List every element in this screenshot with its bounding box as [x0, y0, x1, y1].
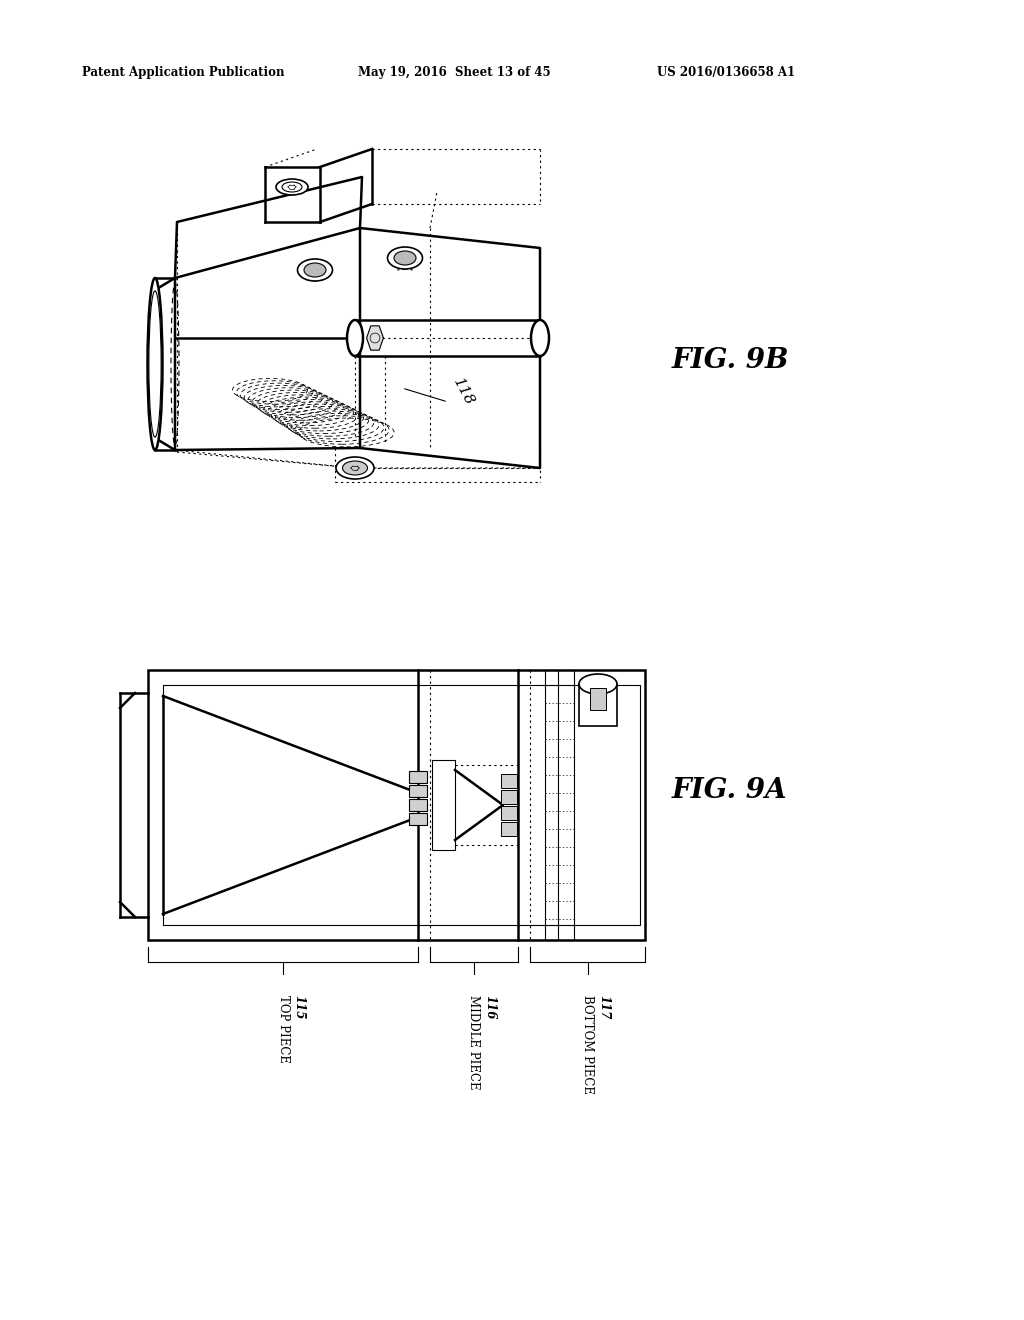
Ellipse shape [387, 247, 423, 269]
Text: US 2016/0136658 A1: US 2016/0136658 A1 [657, 66, 795, 79]
Bar [163, 685, 640, 925]
Polygon shape [367, 326, 383, 350]
Bar [148, 671, 645, 940]
Ellipse shape [531, 319, 549, 356]
Bar [501, 774, 517, 788]
Text: May 19, 2016  Sheet 13 of 45: May 19, 2016 Sheet 13 of 45 [358, 66, 551, 79]
Ellipse shape [342, 461, 368, 475]
Text: BOTTOM PIECE: BOTTOM PIECE [581, 995, 594, 1094]
Ellipse shape [304, 263, 326, 277]
Ellipse shape [147, 279, 163, 450]
Bar [501, 789, 517, 804]
Bar [409, 799, 427, 810]
Text: 118: 118 [450, 376, 476, 408]
Bar [432, 760, 455, 850]
Ellipse shape [394, 251, 416, 265]
Text: MIDDLE PIECE: MIDDLE PIECE [468, 995, 480, 1089]
Text: FIG. 9B: FIG. 9B [672, 346, 790, 374]
Text: Patent Application Publication: Patent Application Publication [82, 66, 285, 79]
Text: TOP PIECE: TOP PIECE [276, 995, 290, 1063]
Bar [590, 688, 606, 710]
Bar [409, 813, 427, 825]
Bar [501, 807, 517, 820]
Bar [409, 771, 427, 783]
Bar [409, 785, 427, 797]
Ellipse shape [336, 457, 374, 479]
Text: 117: 117 [597, 995, 610, 1019]
Ellipse shape [276, 180, 308, 195]
Text: 115: 115 [293, 995, 305, 1019]
Ellipse shape [298, 259, 333, 281]
Ellipse shape [579, 675, 617, 694]
Bar [579, 684, 617, 726]
Bar [501, 822, 517, 836]
Text: FIG. 9A: FIG. 9A [672, 776, 787, 804]
Text: 116: 116 [483, 995, 497, 1019]
Ellipse shape [347, 319, 362, 356]
